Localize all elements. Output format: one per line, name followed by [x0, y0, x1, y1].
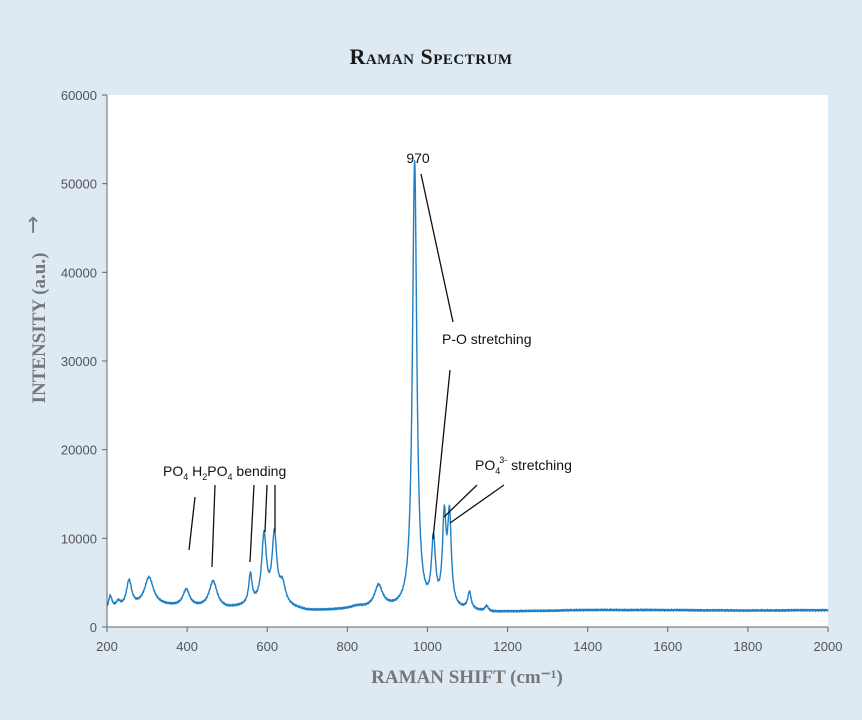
annotation-h-text: H: [192, 463, 202, 479]
x-tick-label: 800: [336, 639, 358, 654]
x-axis-title: RAMAN SHIFT (cm⁻¹): [371, 667, 563, 688]
x-tick-label: 1200: [493, 639, 522, 654]
annotation-po43-stretching: PO43- stretching: [475, 455, 572, 476]
x-tick-label: 200: [96, 639, 118, 654]
x-tick-label: 400: [176, 639, 198, 654]
annotation-po4-text: PO: [163, 463, 183, 479]
y-axis-arrow: →: [21, 216, 46, 234]
annotation-po43-superscript: 3-: [499, 455, 507, 465]
annotation-po-stretching: P-O stretching: [442, 331, 531, 347]
y-tick-label: 20000: [61, 443, 97, 458]
x-tick-label: 1600: [653, 639, 682, 654]
annotation-po43-subscript: 4: [495, 466, 500, 476]
y-axis-title: INTENSITY (a.u.): [29, 253, 50, 404]
annotation-po-text: PO: [207, 463, 227, 479]
annotation-bending-text: bending: [236, 463, 286, 479]
annotation-po43-po: PO: [475, 457, 495, 473]
annotation-po43-stretching-text: stretching: [511, 457, 572, 473]
annotation-970: 970: [406, 150, 430, 166]
y-tick-label: 60000: [61, 88, 97, 103]
x-tick-label: 2000: [814, 639, 843, 654]
x-tick-label: 600: [256, 639, 278, 654]
x-tick-label: 1400: [573, 639, 602, 654]
x-tick-label: 1800: [733, 639, 762, 654]
y-tick-label: 40000: [61, 265, 97, 280]
plot-area: [107, 95, 828, 627]
y-tick-label: 50000: [61, 177, 97, 192]
y-tick-label: 30000: [61, 354, 97, 369]
x-tick-label: 1000: [413, 639, 442, 654]
y-tick-label: 10000: [61, 531, 97, 546]
y-tick-label: 0: [90, 620, 97, 635]
